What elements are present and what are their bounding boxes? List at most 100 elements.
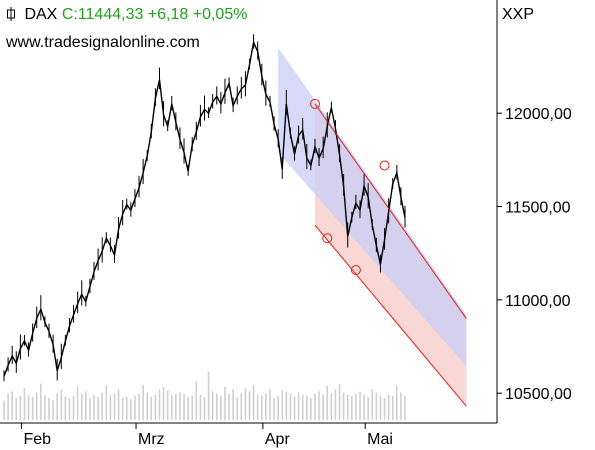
volume-bar — [228, 393, 230, 420]
volume-bar — [80, 393, 83, 420]
volume-bar — [310, 398, 312, 420]
volume-bar — [232, 389, 234, 420]
volume-bar — [363, 394, 365, 420]
volume-bar — [326, 385, 329, 420]
regression-channel-bands — [278, 47, 467, 407]
channel-lower-line — [314, 224, 467, 407]
x-tick-label: Apr — [265, 431, 291, 448]
volume-bar — [269, 389, 271, 420]
volume-bar — [76, 387, 79, 420]
volume-bar — [89, 398, 91, 420]
volume-bar — [371, 389, 374, 420]
volume-bar — [56, 393, 58, 420]
volume-bar — [203, 396, 206, 420]
volume-bar — [224, 387, 226, 420]
volume-bar — [183, 394, 185, 420]
volume-bar — [318, 391, 320, 420]
volume-bar — [44, 395, 46, 420]
volume-bar — [40, 383, 42, 420]
volume-bar — [19, 395, 22, 420]
volume-bar — [260, 395, 263, 420]
volume-bar — [375, 392, 378, 420]
y-axis: 10500,00 11000,00 11500,00 12000,00 — [497, 106, 572, 403]
volume-bar — [93, 394, 95, 420]
symbol-label: DAX — [24, 6, 58, 23]
volume-bar — [117, 389, 120, 420]
y-tick-label: 10500,00 — [505, 386, 572, 403]
volume-bar — [338, 383, 341, 420]
volume-bar — [105, 385, 108, 420]
volume-bar — [342, 392, 345, 420]
volume-bar — [207, 371, 210, 420]
volume-bar — [154, 394, 157, 420]
instrument-label: XXP — [502, 6, 535, 23]
volume-bar — [64, 396, 67, 420]
volume-bar — [314, 393, 316, 420]
channel-upper-line — [314, 103, 467, 319]
volume-bar — [68, 399, 71, 420]
volume-bar — [199, 394, 202, 420]
volume-bar — [3, 400, 5, 420]
volume-bar — [285, 391, 288, 420]
y-tick-label: 11500,00 — [505, 200, 571, 217]
volume-bar — [293, 396, 296, 420]
volume-bar — [277, 395, 279, 420]
volume-bar — [150, 396, 153, 420]
volume-bar — [256, 394, 259, 420]
volume-bar — [330, 393, 333, 420]
volume-bar — [265, 393, 267, 420]
channel-anchor-point — [350, 265, 361, 275]
volume-bar — [179, 392, 181, 420]
volume-bar — [134, 395, 136, 420]
volume-bar — [27, 394, 30, 420]
volume-bar — [351, 395, 353, 420]
volume-bar — [236, 398, 239, 420]
x-axis: Feb Mrz Apr Mai — [20, 423, 393, 448]
channel-overlay — [309, 98, 467, 407]
price-line — [3, 39, 406, 377]
volume-bar — [121, 398, 124, 420]
volume-bar — [220, 395, 222, 420]
volume-bar — [125, 396, 128, 420]
y-tick-label: 11000,00 — [505, 293, 571, 310]
volume-bar — [248, 391, 251, 420]
axes — [0, 0, 498, 424]
volume-bar — [252, 384, 255, 420]
ohlc-bar-icon — [7, 7, 15, 21]
volume-bar — [400, 392, 402, 420]
volume-bar — [23, 388, 26, 420]
volume-bar — [166, 390, 169, 420]
volume-bar — [31, 396, 34, 420]
volume-bar — [396, 385, 398, 420]
chart-header: DAX C:11444,33 +6,18 +0,05% — [6, 6, 247, 24]
volume-bar — [359, 391, 361, 420]
y-tick-label: 12000,00 — [505, 106, 572, 123]
volume-bar — [191, 395, 194, 420]
volume-bar — [60, 389, 63, 420]
volume-bar — [130, 399, 132, 420]
volume-bar — [301, 394, 304, 420]
quote-label: C:11444,33 +6,18 +0,05% — [61, 6, 248, 23]
channel-anchor-point — [322, 233, 333, 244]
volume-bar — [158, 389, 161, 420]
channel-fill-blue — [278, 47, 467, 367]
volume-bar — [297, 392, 300, 420]
volume-bar — [195, 381, 198, 420]
volume-bar — [187, 396, 189, 420]
volume-bar — [322, 394, 324, 420]
volume-bar — [142, 384, 144, 420]
volume-bar — [383, 398, 386, 420]
volume-bar — [289, 393, 292, 420]
website-label: www.tradesignalonline.com — [6, 34, 200, 51]
volume-bar — [162, 387, 165, 420]
volume-bar — [85, 391, 87, 420]
volume-bar — [305, 395, 308, 420]
volume-bar — [35, 392, 38, 420]
price-series — [3, 34, 406, 382]
volume-bar — [138, 393, 140, 420]
volume-bar — [334, 389, 337, 420]
volume-bar — [379, 395, 382, 420]
volume-bar — [97, 396, 99, 420]
volume-bar — [281, 390, 284, 420]
